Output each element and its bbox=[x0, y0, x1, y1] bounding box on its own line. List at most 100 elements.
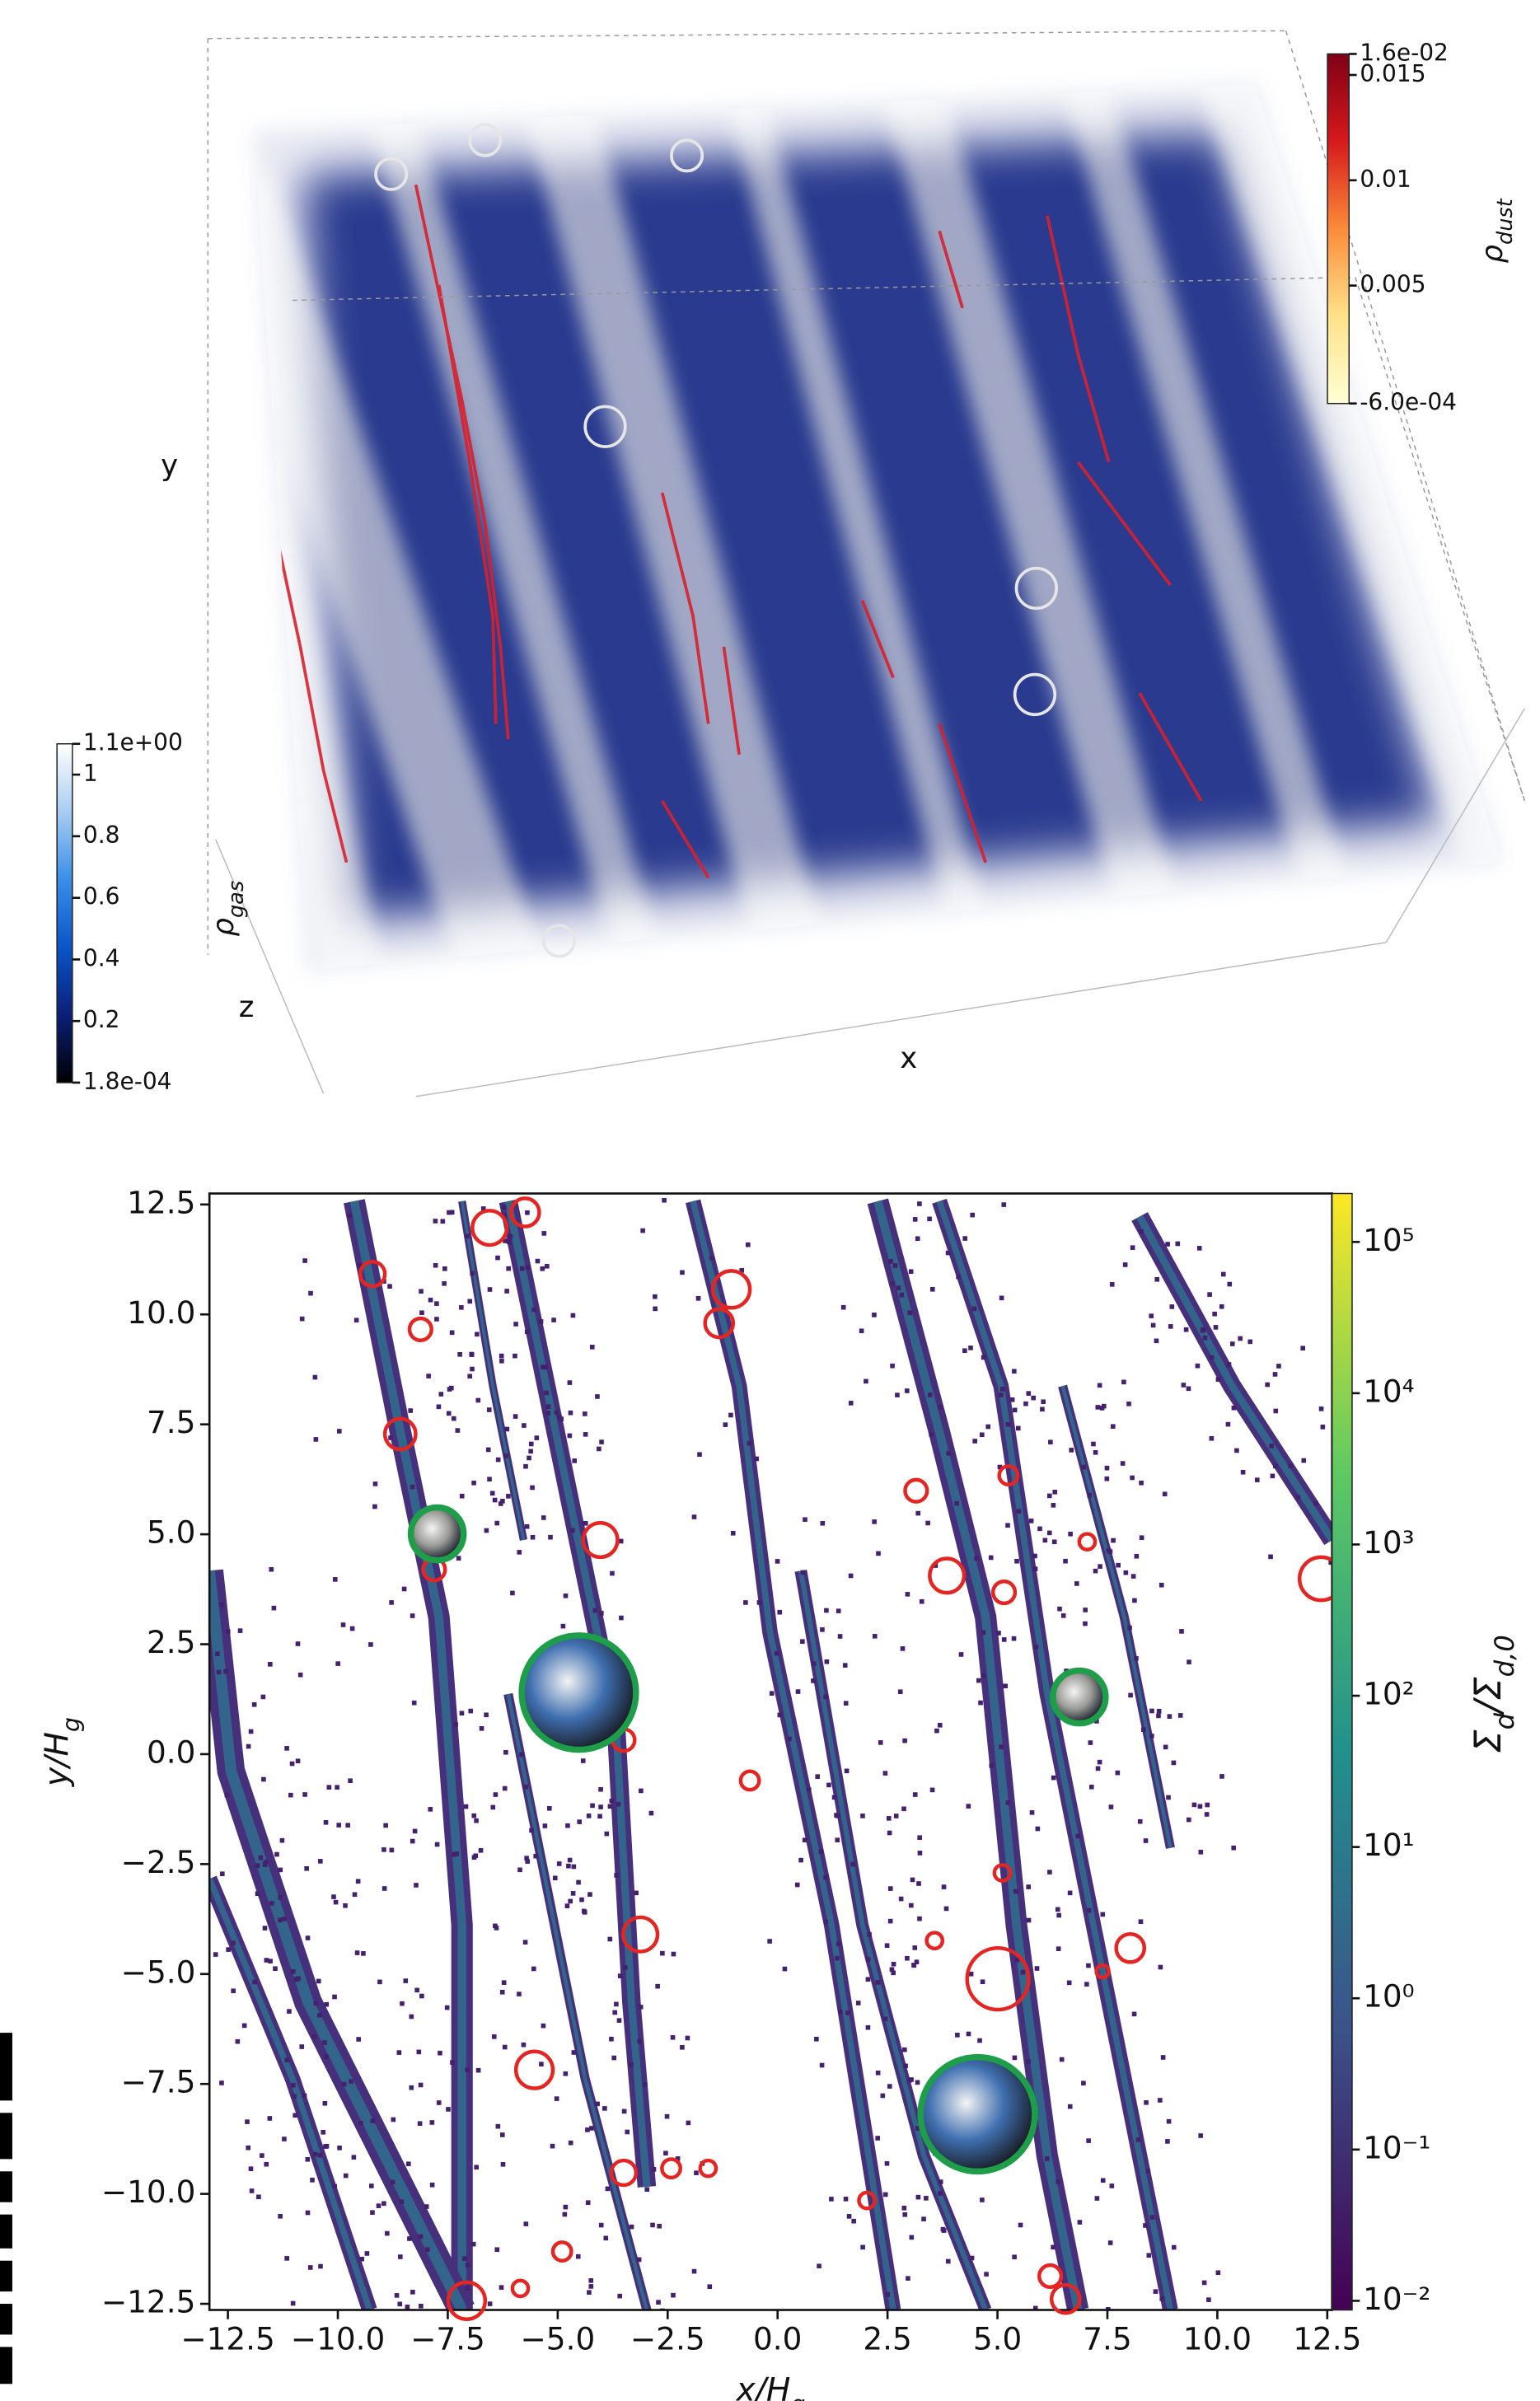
speckle bbox=[989, 1762, 995, 1768]
speckle bbox=[219, 1602, 225, 1608]
speckle bbox=[1209, 1435, 1215, 1441]
speckle bbox=[850, 1861, 855, 1867]
speckle bbox=[1012, 1369, 1017, 1374]
speckle bbox=[335, 1661, 340, 1666]
speckle bbox=[408, 1408, 414, 1413]
speckle bbox=[279, 1837, 285, 1843]
speckle bbox=[588, 2284, 594, 2289]
speckle bbox=[997, 1464, 1003, 1470]
speckle bbox=[937, 1722, 943, 1728]
x-tick-label: 5.0 bbox=[973, 2320, 1022, 2357]
speckle bbox=[579, 1897, 584, 1903]
speckle bbox=[414, 1883, 419, 1888]
speckle bbox=[823, 1694, 828, 1700]
speckle bbox=[284, 2057, 290, 2062]
speckle bbox=[534, 1435, 540, 1440]
clump-marker bbox=[1049, 2282, 1082, 2315]
speckle bbox=[562, 2211, 568, 2217]
speckle bbox=[855, 2001, 861, 2006]
speckle bbox=[560, 1623, 566, 1629]
speckle bbox=[567, 1380, 573, 1385]
speckle bbox=[468, 1708, 474, 1714]
speckle bbox=[531, 1966, 536, 1972]
speckle bbox=[1115, 1770, 1121, 1776]
speckle bbox=[644, 2187, 650, 2193]
filament-core bbox=[506, 1693, 649, 2310]
speckle bbox=[289, 1761, 295, 1767]
speckle bbox=[312, 1374, 318, 1380]
speckle bbox=[1225, 1421, 1231, 1427]
speckle bbox=[452, 1852, 457, 1857]
speckle bbox=[292, 2094, 297, 2099]
speckle bbox=[336, 1823, 342, 1828]
speckle bbox=[412, 1828, 418, 1834]
speckle bbox=[1179, 1629, 1184, 1634]
speckle bbox=[636, 2257, 642, 2263]
speckle bbox=[178, 1591, 183, 1596]
speckle bbox=[709, 1255, 714, 1261]
speckle bbox=[1191, 1802, 1197, 1808]
y-tick-label: 12.5 bbox=[127, 1184, 195, 1220]
speckle bbox=[484, 1712, 489, 1718]
speckle bbox=[1175, 1241, 1181, 1247]
axis-label-x: x bbox=[900, 1041, 917, 1075]
speckle bbox=[1104, 1465, 1110, 1471]
speckle bbox=[691, 2268, 697, 2274]
clump-marker bbox=[965, 1946, 1031, 2012]
speckle bbox=[1187, 1659, 1191, 1664]
clump-marker bbox=[509, 1196, 541, 1229]
speckle bbox=[1116, 1562, 1121, 1568]
speckle bbox=[595, 2101, 600, 2107]
speckle bbox=[754, 1456, 760, 1462]
speckle bbox=[1028, 1519, 1034, 1523]
speckle bbox=[499, 1989, 505, 1995]
speckle bbox=[503, 1238, 508, 1243]
speckle bbox=[1209, 1355, 1215, 1360]
speckle bbox=[603, 2235, 609, 2241]
speckle bbox=[324, 2143, 330, 2149]
speckle bbox=[312, 2151, 318, 2157]
colorbar-tick-label: 10² bbox=[1363, 1676, 1415, 1712]
speckle bbox=[1166, 1795, 1171, 1800]
speckle bbox=[610, 1570, 615, 1576]
speckle bbox=[1012, 2254, 1017, 2260]
speckle bbox=[195, 1875, 200, 1880]
speckle bbox=[1168, 1324, 1173, 1329]
speckle bbox=[955, 2033, 960, 2038]
speckle bbox=[419, 1310, 424, 1316]
speckle bbox=[504, 1289, 509, 1294]
speckle bbox=[650, 2222, 655, 2228]
speckle bbox=[494, 2247, 500, 2253]
speckle bbox=[252, 1979, 257, 1985]
speckle bbox=[1169, 1304, 1175, 1309]
speckle bbox=[467, 1299, 473, 1304]
speckle bbox=[823, 1874, 828, 1880]
speckle bbox=[416, 2049, 422, 2055]
speckle bbox=[550, 2143, 555, 2149]
colorbar bbox=[1327, 53, 1350, 405]
speckle bbox=[1026, 1917, 1032, 1923]
speckle bbox=[563, 2204, 569, 2210]
speckle bbox=[220, 1871, 225, 1877]
speckle bbox=[398, 2254, 403, 2259]
speckle bbox=[585, 2127, 590, 2132]
speckle bbox=[299, 1316, 305, 1322]
speckle bbox=[820, 1520, 826, 1526]
speckle bbox=[349, 2079, 353, 2084]
colorbar-tick-label: 0.6 bbox=[83, 883, 120, 910]
speckle bbox=[1026, 1391, 1032, 1396]
speckle bbox=[1109, 1282, 1115, 1287]
speckle bbox=[590, 1803, 595, 1809]
speckle bbox=[565, 1823, 570, 1828]
speckle bbox=[604, 1831, 610, 1837]
speckle bbox=[872, 1519, 877, 1524]
filament-core bbox=[209, 1877, 373, 2310]
speckle bbox=[915, 1236, 920, 1242]
speckle bbox=[589, 1345, 595, 1350]
speckle bbox=[568, 2140, 573, 2146]
speckle bbox=[290, 1968, 296, 1974]
speckle bbox=[597, 1446, 601, 1452]
speckle bbox=[887, 1830, 892, 1836]
speckle bbox=[1363, 1509, 1368, 1514]
